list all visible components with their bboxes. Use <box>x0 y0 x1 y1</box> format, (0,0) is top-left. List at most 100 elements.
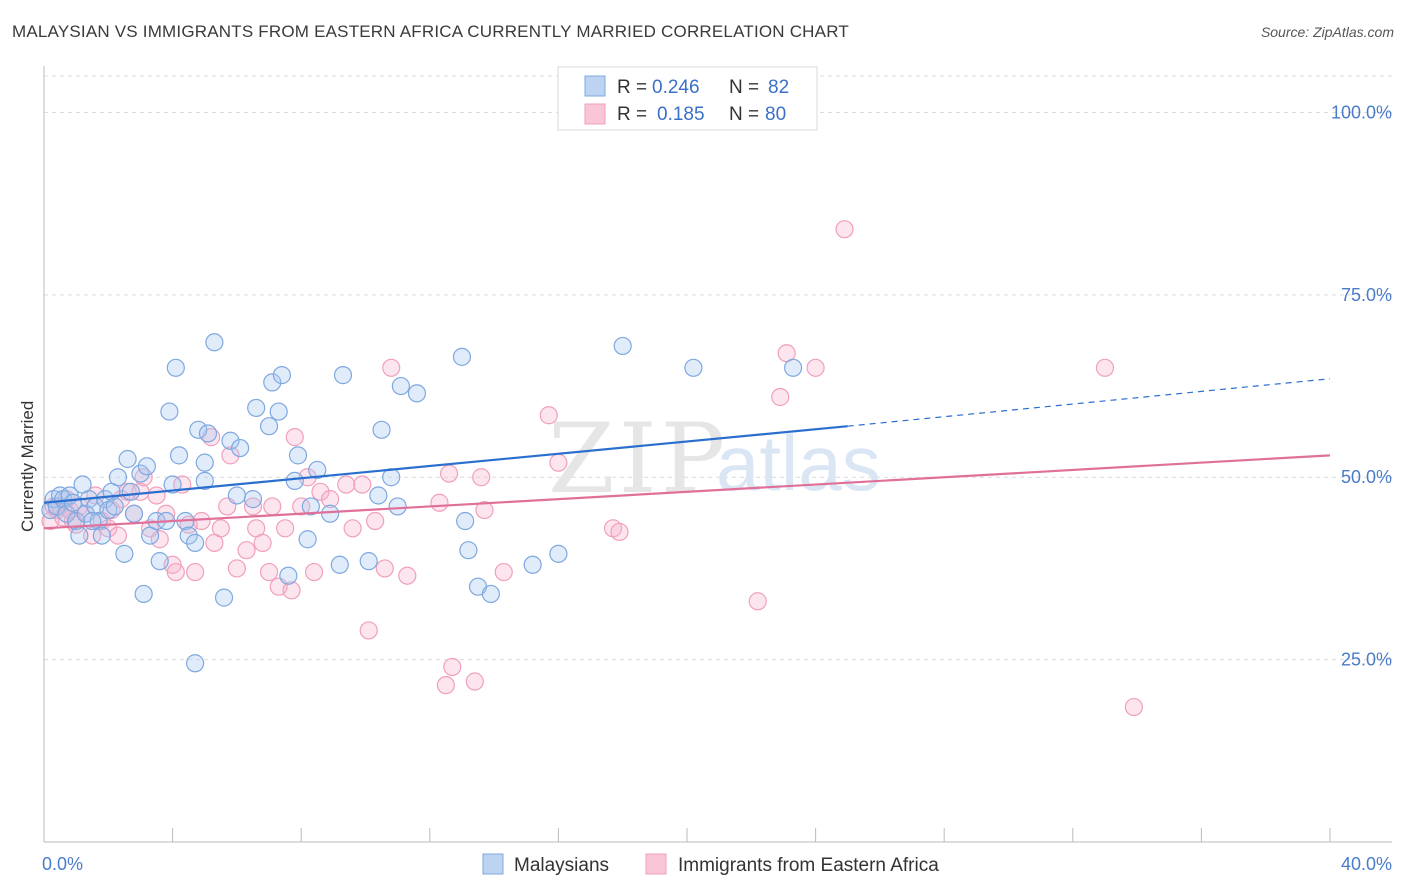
malaysian-point <box>456 511 475 531</box>
immigrant-point <box>343 519 362 538</box>
immigrant-point <box>549 453 568 472</box>
immigrant-point <box>150 530 169 549</box>
malaysian-point <box>407 384 427 403</box>
malaysian-point <box>321 504 340 523</box>
malaysian-point <box>783 358 803 377</box>
x-tick-label-min: 0.0% <box>42 854 83 874</box>
immigrant-point <box>439 464 459 483</box>
legend-n-label-1: N = <box>729 77 759 98</box>
malaysian-point <box>121 482 140 501</box>
immigrant-point <box>227 559 246 578</box>
malaysian-point <box>372 420 391 439</box>
malaysian-point <box>243 490 263 509</box>
immigrant-point <box>1095 358 1115 377</box>
malaysian-point <box>684 358 703 377</box>
bottom-legend-label-immigrants: Immigrants from Eastern Africa <box>678 855 939 876</box>
immigrant-point <box>472 468 491 487</box>
malaysian-point <box>259 417 279 436</box>
immigrant-point <box>282 581 301 600</box>
malaysian-point <box>186 654 205 673</box>
malaysian-point <box>108 468 128 487</box>
malaysian-point <box>137 457 156 476</box>
malaysian-point <box>330 555 349 574</box>
immigrant-point <box>443 657 462 677</box>
malaysian-point <box>452 347 472 366</box>
malaysian-point <box>63 493 83 512</box>
legend-swatch-immigrants <box>584 103 606 125</box>
malaysian-point <box>613 336 632 356</box>
immigrant-point <box>108 526 128 545</box>
malaysian-point <box>285 471 304 490</box>
immigrant-point <box>398 566 417 585</box>
immigrant-point <box>835 220 854 239</box>
legend-n-label-2: N = <box>729 104 759 125</box>
bottom-legend-swatch-malaysians <box>482 853 504 875</box>
x-tick-label-max: 40.0% <box>1341 854 1392 874</box>
legend-r-value-2: 0.185 <box>657 104 705 125</box>
malaysian-point <box>92 526 111 545</box>
immigrant-point <box>366 511 385 531</box>
trend-lines <box>43 378 1331 530</box>
malaysian-point <box>105 497 124 516</box>
y-tick-label: 50.0% <box>1341 467 1392 487</box>
malaysian-point <box>198 424 218 443</box>
malaysian-point <box>205 333 224 352</box>
malaysian-point <box>388 497 407 516</box>
axes <box>43 66 1392 843</box>
malaysian-point <box>359 552 378 571</box>
malaysian-point <box>134 584 153 604</box>
malaysian-point <box>70 526 89 545</box>
malaysian-point <box>169 446 189 465</box>
immigrant-point <box>211 519 230 538</box>
immigrant-point <box>494 562 513 582</box>
malaysian-point <box>195 453 214 472</box>
immigrant-point <box>186 562 205 582</box>
malaysian-point <box>214 588 234 607</box>
malaysian-point <box>160 402 179 421</box>
malaysian-point <box>308 460 327 480</box>
malaysian-point <box>227 486 246 505</box>
legend-r-label-1: R = <box>617 77 647 98</box>
watermark: ZIP atlas <box>548 403 881 515</box>
malaysian-point <box>179 526 198 545</box>
malaysian-point <box>118 449 137 469</box>
malaysian-point <box>288 446 308 465</box>
legend-bottom: Malaysians Immigrants from Eastern Afric… <box>482 853 939 876</box>
immigrant-point <box>243 497 263 516</box>
immigrant-point <box>147 486 166 505</box>
gridlines <box>44 75 1392 661</box>
immigrant-point <box>276 519 295 538</box>
immigrant-point <box>375 559 394 578</box>
y-axis-label: Currently Married <box>18 401 37 532</box>
immigrant-point <box>806 358 825 377</box>
malaysian-point <box>481 584 500 604</box>
immigrant-point <box>771 387 790 407</box>
legend-r-value-1: 0.246 <box>652 77 700 98</box>
immigrant-point <box>259 562 279 582</box>
immigrant-point <box>263 497 282 516</box>
malaysian-point <box>57 504 76 523</box>
immigrant-point <box>285 428 304 447</box>
malaysian-point <box>124 504 144 523</box>
trend-line-malaysians-extension <box>847 378 1331 427</box>
watermark-zip: ZIP <box>548 403 729 515</box>
malaysian-point <box>263 373 282 392</box>
malaysian-point <box>195 471 214 490</box>
immigrant-point <box>311 482 330 501</box>
immigrant-point <box>359 621 378 640</box>
malaysian-point <box>523 555 542 574</box>
immigrant-point <box>237 541 256 560</box>
immigrant-point <box>1124 697 1143 717</box>
immigrant-point <box>253 533 272 552</box>
malaysian-point <box>459 541 478 560</box>
trend-line-malaysians <box>43 425 848 504</box>
immigrant-point <box>192 511 211 531</box>
immigrant-point <box>475 500 494 520</box>
malaysian-point <box>166 358 185 377</box>
immigrant-point <box>166 562 185 582</box>
immigrant-point <box>430 493 449 512</box>
immigrant-point <box>221 446 240 465</box>
malaysian-point <box>301 497 320 516</box>
immigrant-point <box>748 592 767 611</box>
